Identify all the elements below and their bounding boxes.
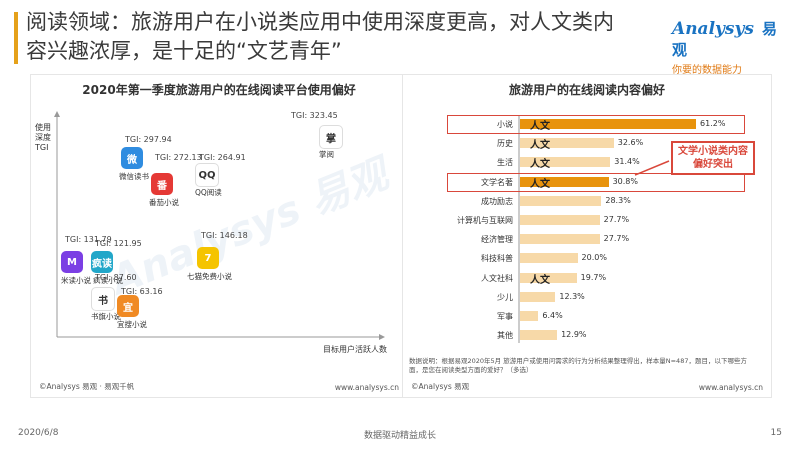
footer-date: 2020/6/8 <box>18 428 59 438</box>
category-label-3: 生活 <box>497 158 513 168</box>
app-name-4: QQ阅读 <box>195 188 222 197</box>
category-label-12: 其他 <box>497 331 513 341</box>
app-name-8: 书旗小说 <box>91 312 121 321</box>
tgi-label-6: TGI: 121.95 <box>95 239 142 248</box>
value-label-7: 27.7% <box>603 234 630 244</box>
category-label-9: 人文社科 <box>481 273 513 283</box>
right-source: ©Analysys 易观 <box>411 382 470 391</box>
app-name-3: 番茄小说 <box>149 198 179 207</box>
title-accent-bar <box>14 12 18 64</box>
value-label-3: 31.4% <box>614 157 640 167</box>
tgi-label-7: TGI: 146.18 <box>201 231 248 240</box>
category-label-7: 经济管理 <box>481 235 513 245</box>
logo-slogan: 你要的数据能力 <box>672 65 742 76</box>
bar-5 <box>520 195 602 206</box>
app-icon-3: 番 <box>151 173 173 195</box>
highlight-frame-4 <box>447 172 745 192</box>
x-axis-label: 目标用户活跃人数 <box>323 345 387 354</box>
scatter-title: 2020年第一季度旅游用户的在线阅读平台使用偏好 <box>82 83 356 97</box>
bar-panel: 旅游用户的在线阅读内容偏好 小说 人文 61.2% 历史 人文 32.6% 生活 人文 31.4… <box>402 74 772 398</box>
tgi-label-9: TGI: 63.16 <box>121 287 163 296</box>
scatter-axes <box>54 111 385 340</box>
app-name-1: 掌阅 <box>319 150 334 159</box>
app-name-7: 七猫免费小说 <box>187 272 232 281</box>
bar-4 <box>520 176 609 187</box>
tgi-label-8: TGI: 87.60 <box>95 273 137 282</box>
app-icon-9: 宜 <box>117 295 139 317</box>
bar-9 <box>520 272 577 283</box>
app-icon-2: 微 <box>121 147 143 169</box>
category-label-10: 少儿 <box>497 292 513 302</box>
tgi-label-2: TGI: 297.94 <box>125 135 172 144</box>
value-label-6: 27.7% <box>603 215 630 224</box>
category-label-11: 军事 <box>497 312 513 321</box>
category-label-8: 科技科普 <box>481 254 513 264</box>
category-label-6: 计算机与互联网 <box>457 216 513 225</box>
logo-cn: 易观 <box>672 20 778 59</box>
humanities-tag-9: 人文 <box>530 274 550 286</box>
app-name-6: 疯读小说 <box>93 276 123 285</box>
humanities-tag-1: 人文 <box>530 121 550 132</box>
value-label-2: 32.6% <box>617 138 644 148</box>
humanities-tag-4: 人文 <box>530 178 550 190</box>
app-icon-8: 书 <box>91 287 115 311</box>
bar-1 <box>520 119 696 129</box>
scatter-panel: 2020年第一季度旅游用户的在线阅读平台使用偏好 Analysys 易观 使用深… <box>30 74 408 398</box>
callout-box: 文学小说类内容偏好突出 <box>671 141 755 175</box>
app-name-5: 米读小说 <box>61 276 91 285</box>
app-icon-7: 7 <box>197 247 219 269</box>
category-label-2: 历史 <box>497 139 513 149</box>
bar-3 <box>520 157 611 168</box>
tgi-label-5: TGI: 131.79 <box>65 235 112 244</box>
category-label-1: 小说 <box>497 120 513 129</box>
left-url: www.analysys.cn <box>334 383 399 392</box>
left-source: ©Analysys 易观 · 易观千帆 <box>39 382 135 391</box>
value-label-4: 30.8% <box>612 176 638 186</box>
bar-8 <box>520 253 578 264</box>
category-label-4: 文学名著 <box>481 177 513 187</box>
bar-7 <box>520 234 600 245</box>
bar-6 <box>520 215 600 225</box>
brand-logo: Analysys 易观 你要的数据能力 <box>672 18 790 76</box>
highlight-frame-1 <box>447 115 745 134</box>
logo-main: Analysys <box>672 19 754 39</box>
app-icon-5: M <box>61 251 83 273</box>
bar-2 <box>520 138 614 149</box>
bar-11 <box>520 311 539 321</box>
footer-slogan: 数据驱动精益成长 <box>363 431 436 441</box>
page-number: 15 <box>770 428 782 438</box>
bar-10 <box>520 291 556 302</box>
app-icon-6: 疯读 <box>91 251 113 273</box>
humanities-tag-2: 人文 <box>530 140 550 152</box>
bar-12 <box>520 330 558 341</box>
value-label-9: 19.7% <box>580 272 607 282</box>
value-label-5: 28.3% <box>605 195 631 205</box>
tgi-label-1: TGI: 323.45 <box>291 111 338 120</box>
right-url: www.analysys.cn <box>698 383 763 392</box>
value-label-1: 61.2% <box>700 119 726 128</box>
humanities-tag-3: 人文 <box>530 159 550 171</box>
app-name-9: 宜搜小说 <box>117 320 147 329</box>
category-label-5: 成功励志 <box>481 196 513 206</box>
app-icon-4: QQ <box>195 163 219 187</box>
tgi-label-3: TGI: 272.13 <box>155 153 202 162</box>
data-note: 数据说明：根据易观2020年5月 旅游用户或使用问需求的行为分析结果整理得出，样… <box>409 357 747 374</box>
value-label-10: 12.3% <box>559 291 585 301</box>
value-label-11: 6.4% <box>542 311 563 320</box>
app-name-2: 微信读书 <box>119 172 149 181</box>
page-title: 阅读领域：旅游用户在小说类应用中使用深度更高，对人文类内容兴趣浓厚，是十足的“文… <box>26 10 614 63</box>
bar-title: 旅游用户的在线阅读内容偏好 <box>508 83 665 97</box>
app-icon-1: 掌 <box>319 125 343 149</box>
y-axis-label: 使用深度TGI <box>35 123 51 152</box>
bar-axis <box>518 115 520 343</box>
value-label-8: 20.0% <box>581 253 607 263</box>
tgi-label-4: TGI: 264.91 <box>199 153 246 162</box>
value-label-12: 12.9% <box>561 330 587 340</box>
